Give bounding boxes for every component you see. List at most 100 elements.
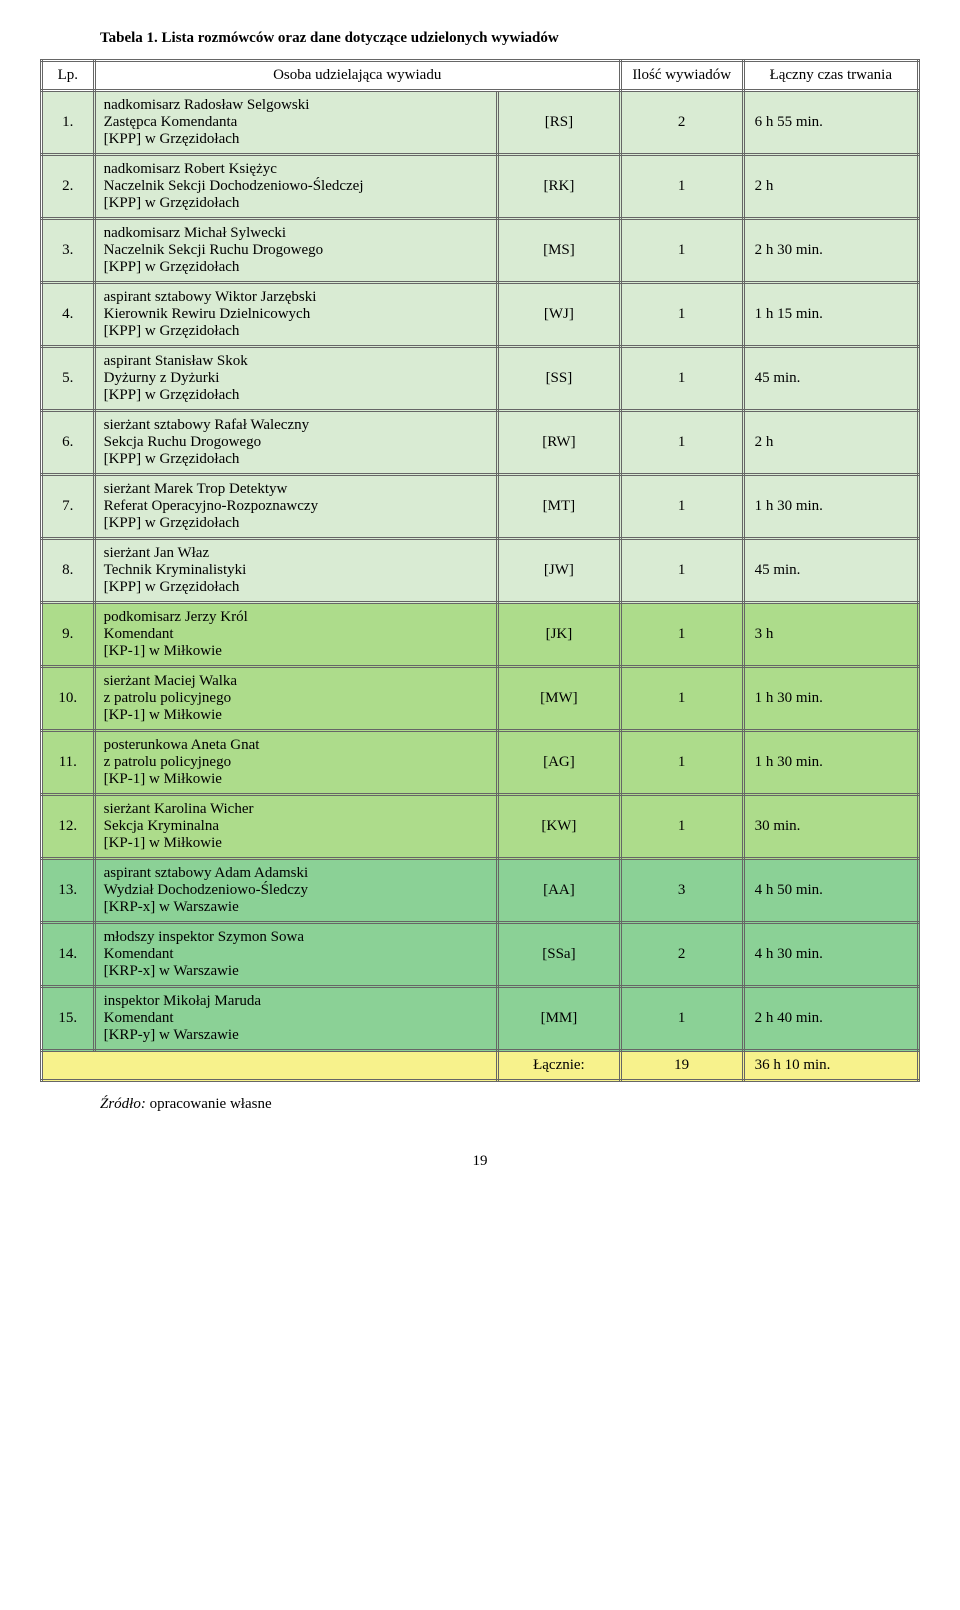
cell-lp: 12. bbox=[42, 795, 95, 859]
table-header-row: Lp. Osoba udzielająca wywiadu Ilość wywi… bbox=[42, 61, 919, 91]
cell-count: 2 bbox=[620, 923, 743, 987]
total-spacer bbox=[42, 1051, 498, 1081]
cell-lp: 7. bbox=[42, 475, 95, 539]
cell-count: 1 bbox=[620, 539, 743, 603]
cell-count: 1 bbox=[620, 347, 743, 411]
table-row: 8.sierżant Jan WłazTechnik Kryminalistyk… bbox=[42, 539, 919, 603]
cell-lp: 4. bbox=[42, 283, 95, 347]
cell-duration: 1 h 30 min. bbox=[743, 667, 918, 731]
cell-lp: 8. bbox=[42, 539, 95, 603]
cell-count: 1 bbox=[620, 603, 743, 667]
cell-lp: 5. bbox=[42, 347, 95, 411]
table-row: 10.sierżant Maciej Walkaz patrolu policy… bbox=[42, 667, 919, 731]
table-row: 5.aspirant Stanisław SkokDyżurny z Dyżur… bbox=[42, 347, 919, 411]
cell-duration: 45 min. bbox=[743, 347, 918, 411]
cell-code: [RW] bbox=[498, 411, 621, 475]
cell-code: [WJ] bbox=[498, 283, 621, 347]
cell-count: 1 bbox=[620, 731, 743, 795]
cell-duration: 2 h 30 min. bbox=[743, 219, 918, 283]
cell-duration: 1 h 30 min. bbox=[743, 731, 918, 795]
cell-osoba: aspirant sztabowy Wiktor JarzębskiKierow… bbox=[94, 283, 497, 347]
cell-osoba: sierżant Karolina WicherSekcja Kryminaln… bbox=[94, 795, 497, 859]
cell-duration: 30 min. bbox=[743, 795, 918, 859]
cell-osoba: sierżant sztabowy Rafał WalecznySekcja R… bbox=[94, 411, 497, 475]
cell-code: [MT] bbox=[498, 475, 621, 539]
cell-count: 1 bbox=[620, 667, 743, 731]
cell-count: 1 bbox=[620, 283, 743, 347]
source-text: opracowanie własne bbox=[146, 1096, 272, 1112]
header-czas: Łączny czas trwania bbox=[743, 61, 918, 91]
cell-duration: 1 h 30 min. bbox=[743, 475, 918, 539]
table-row: 11.posterunkowa Aneta Gnatz patrolu poli… bbox=[42, 731, 919, 795]
table-row: 4.aspirant sztabowy Wiktor JarzębskiKier… bbox=[42, 283, 919, 347]
total-duration: 36 h 10 min. bbox=[743, 1051, 918, 1081]
source-label: Źródło: bbox=[100, 1096, 146, 1112]
cell-osoba: nadkomisarz Robert KsiężycNaczelnik Sekc… bbox=[94, 155, 497, 219]
table-row: 1.nadkomisarz Radosław SelgowskiZastępca… bbox=[42, 91, 919, 155]
cell-code: [RK] bbox=[498, 155, 621, 219]
cell-duration: 4 h 50 min. bbox=[743, 859, 918, 923]
cell-code: [JW] bbox=[498, 539, 621, 603]
cell-osoba: młodszy inspektor Szymon SowaKomendant[K… bbox=[94, 923, 497, 987]
cell-osoba: podkomisarz Jerzy KrólKomendant[KP-1] w … bbox=[94, 603, 497, 667]
table-row: 12.sierżant Karolina WicherSekcja Krymin… bbox=[42, 795, 919, 859]
cell-osoba: posterunkowa Aneta Gnatz patrolu policyj… bbox=[94, 731, 497, 795]
cell-lp: 14. bbox=[42, 923, 95, 987]
cell-lp: 1. bbox=[42, 91, 95, 155]
table-row: 13.aspirant sztabowy Adam AdamskiWydział… bbox=[42, 859, 919, 923]
cell-lp: 3. bbox=[42, 219, 95, 283]
cell-lp: 10. bbox=[42, 667, 95, 731]
page-number: 19 bbox=[40, 1153, 920, 1170]
cell-code: [SS] bbox=[498, 347, 621, 411]
cell-osoba: aspirant sztabowy Adam AdamskiWydział Do… bbox=[94, 859, 497, 923]
cell-code: [SSa] bbox=[498, 923, 621, 987]
cell-count: 1 bbox=[620, 411, 743, 475]
cell-duration: 45 min. bbox=[743, 539, 918, 603]
cell-duration: 2 h bbox=[743, 155, 918, 219]
cell-lp: 11. bbox=[42, 731, 95, 795]
table-row: 2.nadkomisarz Robert KsiężycNaczelnik Se… bbox=[42, 155, 919, 219]
cell-osoba: nadkomisarz Radosław SelgowskiZastępca K… bbox=[94, 91, 497, 155]
cell-lp: 13. bbox=[42, 859, 95, 923]
cell-osoba: aspirant Stanisław SkokDyżurny z Dyżurki… bbox=[94, 347, 497, 411]
total-label: Łącznie: bbox=[498, 1051, 621, 1081]
cell-lp: 15. bbox=[42, 987, 95, 1051]
cell-lp: 9. bbox=[42, 603, 95, 667]
cell-code: [KW] bbox=[498, 795, 621, 859]
cell-code: [MS] bbox=[498, 219, 621, 283]
cell-osoba: nadkomisarz Michał SylweckiNaczelnik Sek… bbox=[94, 219, 497, 283]
total-count: 19 bbox=[620, 1051, 743, 1081]
table-row: 15.inspektor Mikołaj MarudaKomendant[KRP… bbox=[42, 987, 919, 1051]
table-row: 7.sierżant Marek Trop DetektywReferat Op… bbox=[42, 475, 919, 539]
cell-lp: 2. bbox=[42, 155, 95, 219]
cell-code: [AA] bbox=[498, 859, 621, 923]
header-ilosc: Ilość wywiadów bbox=[620, 61, 743, 91]
table-caption: Tabela 1. Lista rozmówców oraz dane doty… bbox=[100, 30, 920, 47]
cell-code: [AG] bbox=[498, 731, 621, 795]
cell-count: 1 bbox=[620, 155, 743, 219]
table-total-row: Łącznie:1936 h 10 min. bbox=[42, 1051, 919, 1081]
interview-table: Lp. Osoba udzielająca wywiadu Ilość wywi… bbox=[40, 59, 920, 1082]
header-osoba: Osoba udzielająca wywiadu bbox=[94, 61, 620, 91]
cell-duration: 1 h 15 min. bbox=[743, 283, 918, 347]
cell-duration: 4 h 30 min. bbox=[743, 923, 918, 987]
cell-duration: 6 h 55 min. bbox=[743, 91, 918, 155]
table-row: 9.podkomisarz Jerzy KrólKomendant[KP-1] … bbox=[42, 603, 919, 667]
cell-code: [RS] bbox=[498, 91, 621, 155]
table-row: 6.sierżant sztabowy Rafał WalecznySekcja… bbox=[42, 411, 919, 475]
table-row: 3.nadkomisarz Michał SylweckiNaczelnik S… bbox=[42, 219, 919, 283]
cell-osoba: inspektor Mikołaj MarudaKomendant[KRP-y]… bbox=[94, 987, 497, 1051]
cell-count: 1 bbox=[620, 219, 743, 283]
cell-code: [JK] bbox=[498, 603, 621, 667]
cell-lp: 6. bbox=[42, 411, 95, 475]
cell-code: [MW] bbox=[498, 667, 621, 731]
header-lp: Lp. bbox=[42, 61, 95, 91]
cell-count: 1 bbox=[620, 987, 743, 1051]
cell-osoba: sierżant Marek Trop DetektywReferat Oper… bbox=[94, 475, 497, 539]
cell-osoba: sierżant Maciej Walkaz patrolu policyjne… bbox=[94, 667, 497, 731]
cell-duration: 2 h bbox=[743, 411, 918, 475]
table-source: Źródło: opracowanie własne bbox=[100, 1096, 920, 1113]
cell-duration: 2 h 40 min. bbox=[743, 987, 918, 1051]
cell-count: 1 bbox=[620, 475, 743, 539]
cell-count: 2 bbox=[620, 91, 743, 155]
